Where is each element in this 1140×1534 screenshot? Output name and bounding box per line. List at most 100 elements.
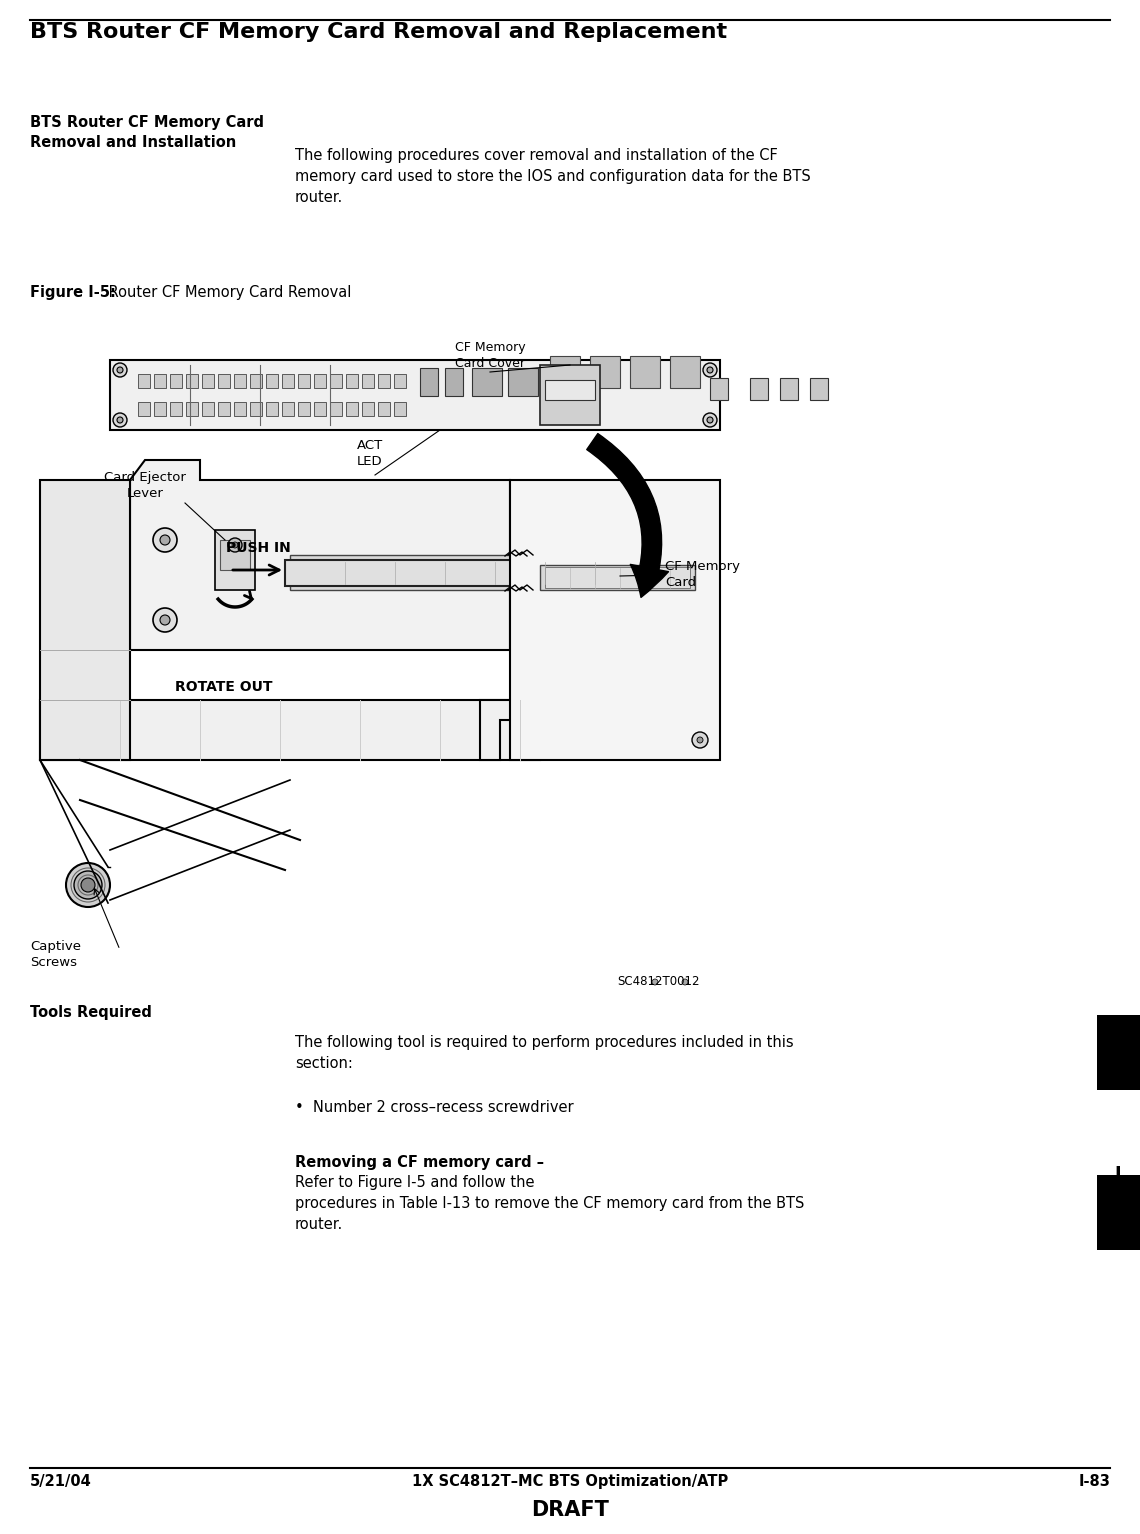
Text: CF Memory
Card: CF Memory Card (665, 560, 740, 589)
Bar (591, 356, 620, 388)
Circle shape (707, 367, 712, 373)
Bar (220, 540, 250, 571)
Bar (250, 402, 262, 416)
Bar (545, 568, 690, 588)
Text: Router CF Memory Card Removal: Router CF Memory Card Removal (104, 285, 351, 301)
Text: 1X SC4812T–MC BTS Optimization/ATP: 1X SC4812T–MC BTS Optimization/ATP (412, 1474, 728, 1490)
Bar (298, 402, 310, 416)
Circle shape (153, 528, 177, 552)
Bar (329, 402, 342, 416)
Circle shape (233, 542, 238, 548)
Bar (109, 360, 720, 430)
Bar (218, 374, 230, 388)
Polygon shape (480, 700, 540, 759)
Circle shape (707, 417, 712, 423)
Bar (266, 374, 278, 388)
Bar (329, 374, 342, 388)
Circle shape (66, 864, 109, 907)
Text: BTS Router CF Memory Card Removal and Replacement: BTS Router CF Memory Card Removal and Re… (30, 21, 727, 41)
Bar (508, 368, 538, 396)
Text: BTS Router CF Memory Card
Removal and Installation: BTS Router CF Memory Card Removal and In… (30, 115, 264, 150)
Bar (670, 356, 700, 388)
Circle shape (682, 979, 689, 985)
Bar (445, 368, 463, 396)
Circle shape (160, 615, 170, 624)
Bar (780, 377, 798, 400)
Bar (314, 374, 326, 388)
Text: Removing a CF memory card –: Removing a CF memory card – (295, 1155, 544, 1170)
Bar (234, 374, 246, 388)
Text: •  Number 2 cross–recess screwdriver: • Number 2 cross–recess screwdriver (295, 1100, 573, 1115)
Bar (138, 374, 150, 388)
Bar (295, 560, 505, 584)
Polygon shape (215, 531, 255, 591)
Bar (202, 402, 214, 416)
Text: PUSH IN: PUSH IN (226, 542, 291, 555)
Polygon shape (40, 700, 540, 759)
Bar (266, 402, 278, 416)
Bar (420, 368, 438, 396)
Bar (170, 374, 182, 388)
Text: Tools Required: Tools Required (30, 1005, 152, 1020)
Bar (138, 402, 150, 416)
Bar (1097, 1175, 1140, 1250)
Text: I: I (1115, 1164, 1122, 1183)
Bar (186, 374, 198, 388)
Bar (540, 565, 695, 591)
Circle shape (697, 736, 703, 742)
Text: ACT
LED: ACT LED (357, 439, 383, 468)
Text: ROTATE OUT: ROTATE OUT (176, 680, 272, 693)
Bar (394, 402, 406, 416)
Bar (1097, 1016, 1140, 1091)
Bar (347, 374, 358, 388)
Bar (218, 402, 230, 416)
Bar (545, 380, 595, 400)
Circle shape (113, 413, 127, 426)
Bar (298, 374, 310, 388)
Bar (540, 365, 600, 425)
Bar (154, 402, 166, 416)
Text: The following procedures cover removal and installation of the CF
memory card us: The following procedures cover removal a… (295, 147, 811, 206)
Text: Card Ejector
Lever: Card Ejector Lever (104, 471, 186, 500)
Text: I-83: I-83 (1078, 1474, 1110, 1490)
Circle shape (74, 871, 101, 899)
Circle shape (703, 413, 717, 426)
Circle shape (113, 364, 127, 377)
Polygon shape (510, 480, 720, 759)
Bar (250, 374, 262, 388)
Circle shape (703, 364, 717, 377)
Circle shape (153, 607, 177, 632)
Bar (234, 402, 246, 416)
Polygon shape (40, 480, 130, 759)
FancyArrowPatch shape (587, 434, 668, 597)
Bar (282, 374, 294, 388)
Text: SC4812T0012: SC4812T0012 (618, 976, 700, 988)
Bar (314, 402, 326, 416)
Bar (710, 377, 728, 400)
Bar (660, 561, 679, 584)
Bar (154, 374, 166, 388)
Bar (378, 374, 390, 388)
Bar (750, 377, 768, 400)
Bar (170, 402, 182, 416)
Bar (378, 402, 390, 416)
Bar (394, 374, 406, 388)
Bar (282, 402, 294, 416)
Polygon shape (290, 555, 510, 591)
Bar (202, 374, 214, 388)
Circle shape (160, 535, 170, 545)
Bar (549, 356, 580, 388)
Text: CF Memory
Card Cover: CF Memory Card Cover (455, 341, 526, 370)
Bar (186, 402, 198, 416)
Text: Refer to Figure I-5 and follow the
procedures in Table I-13 to remove the CF mem: Refer to Figure I-5 and follow the proce… (295, 1175, 805, 1232)
Text: The following tool is required to perform procedures included in this
section:: The following tool is required to perfor… (295, 1035, 793, 1071)
Circle shape (652, 979, 658, 985)
Bar (472, 368, 502, 396)
Bar (347, 402, 358, 416)
Circle shape (117, 417, 123, 423)
Bar (630, 356, 660, 388)
Circle shape (117, 367, 123, 373)
Text: DRAFT: DRAFT (531, 1500, 609, 1520)
Bar (285, 560, 679, 586)
Bar (363, 374, 374, 388)
